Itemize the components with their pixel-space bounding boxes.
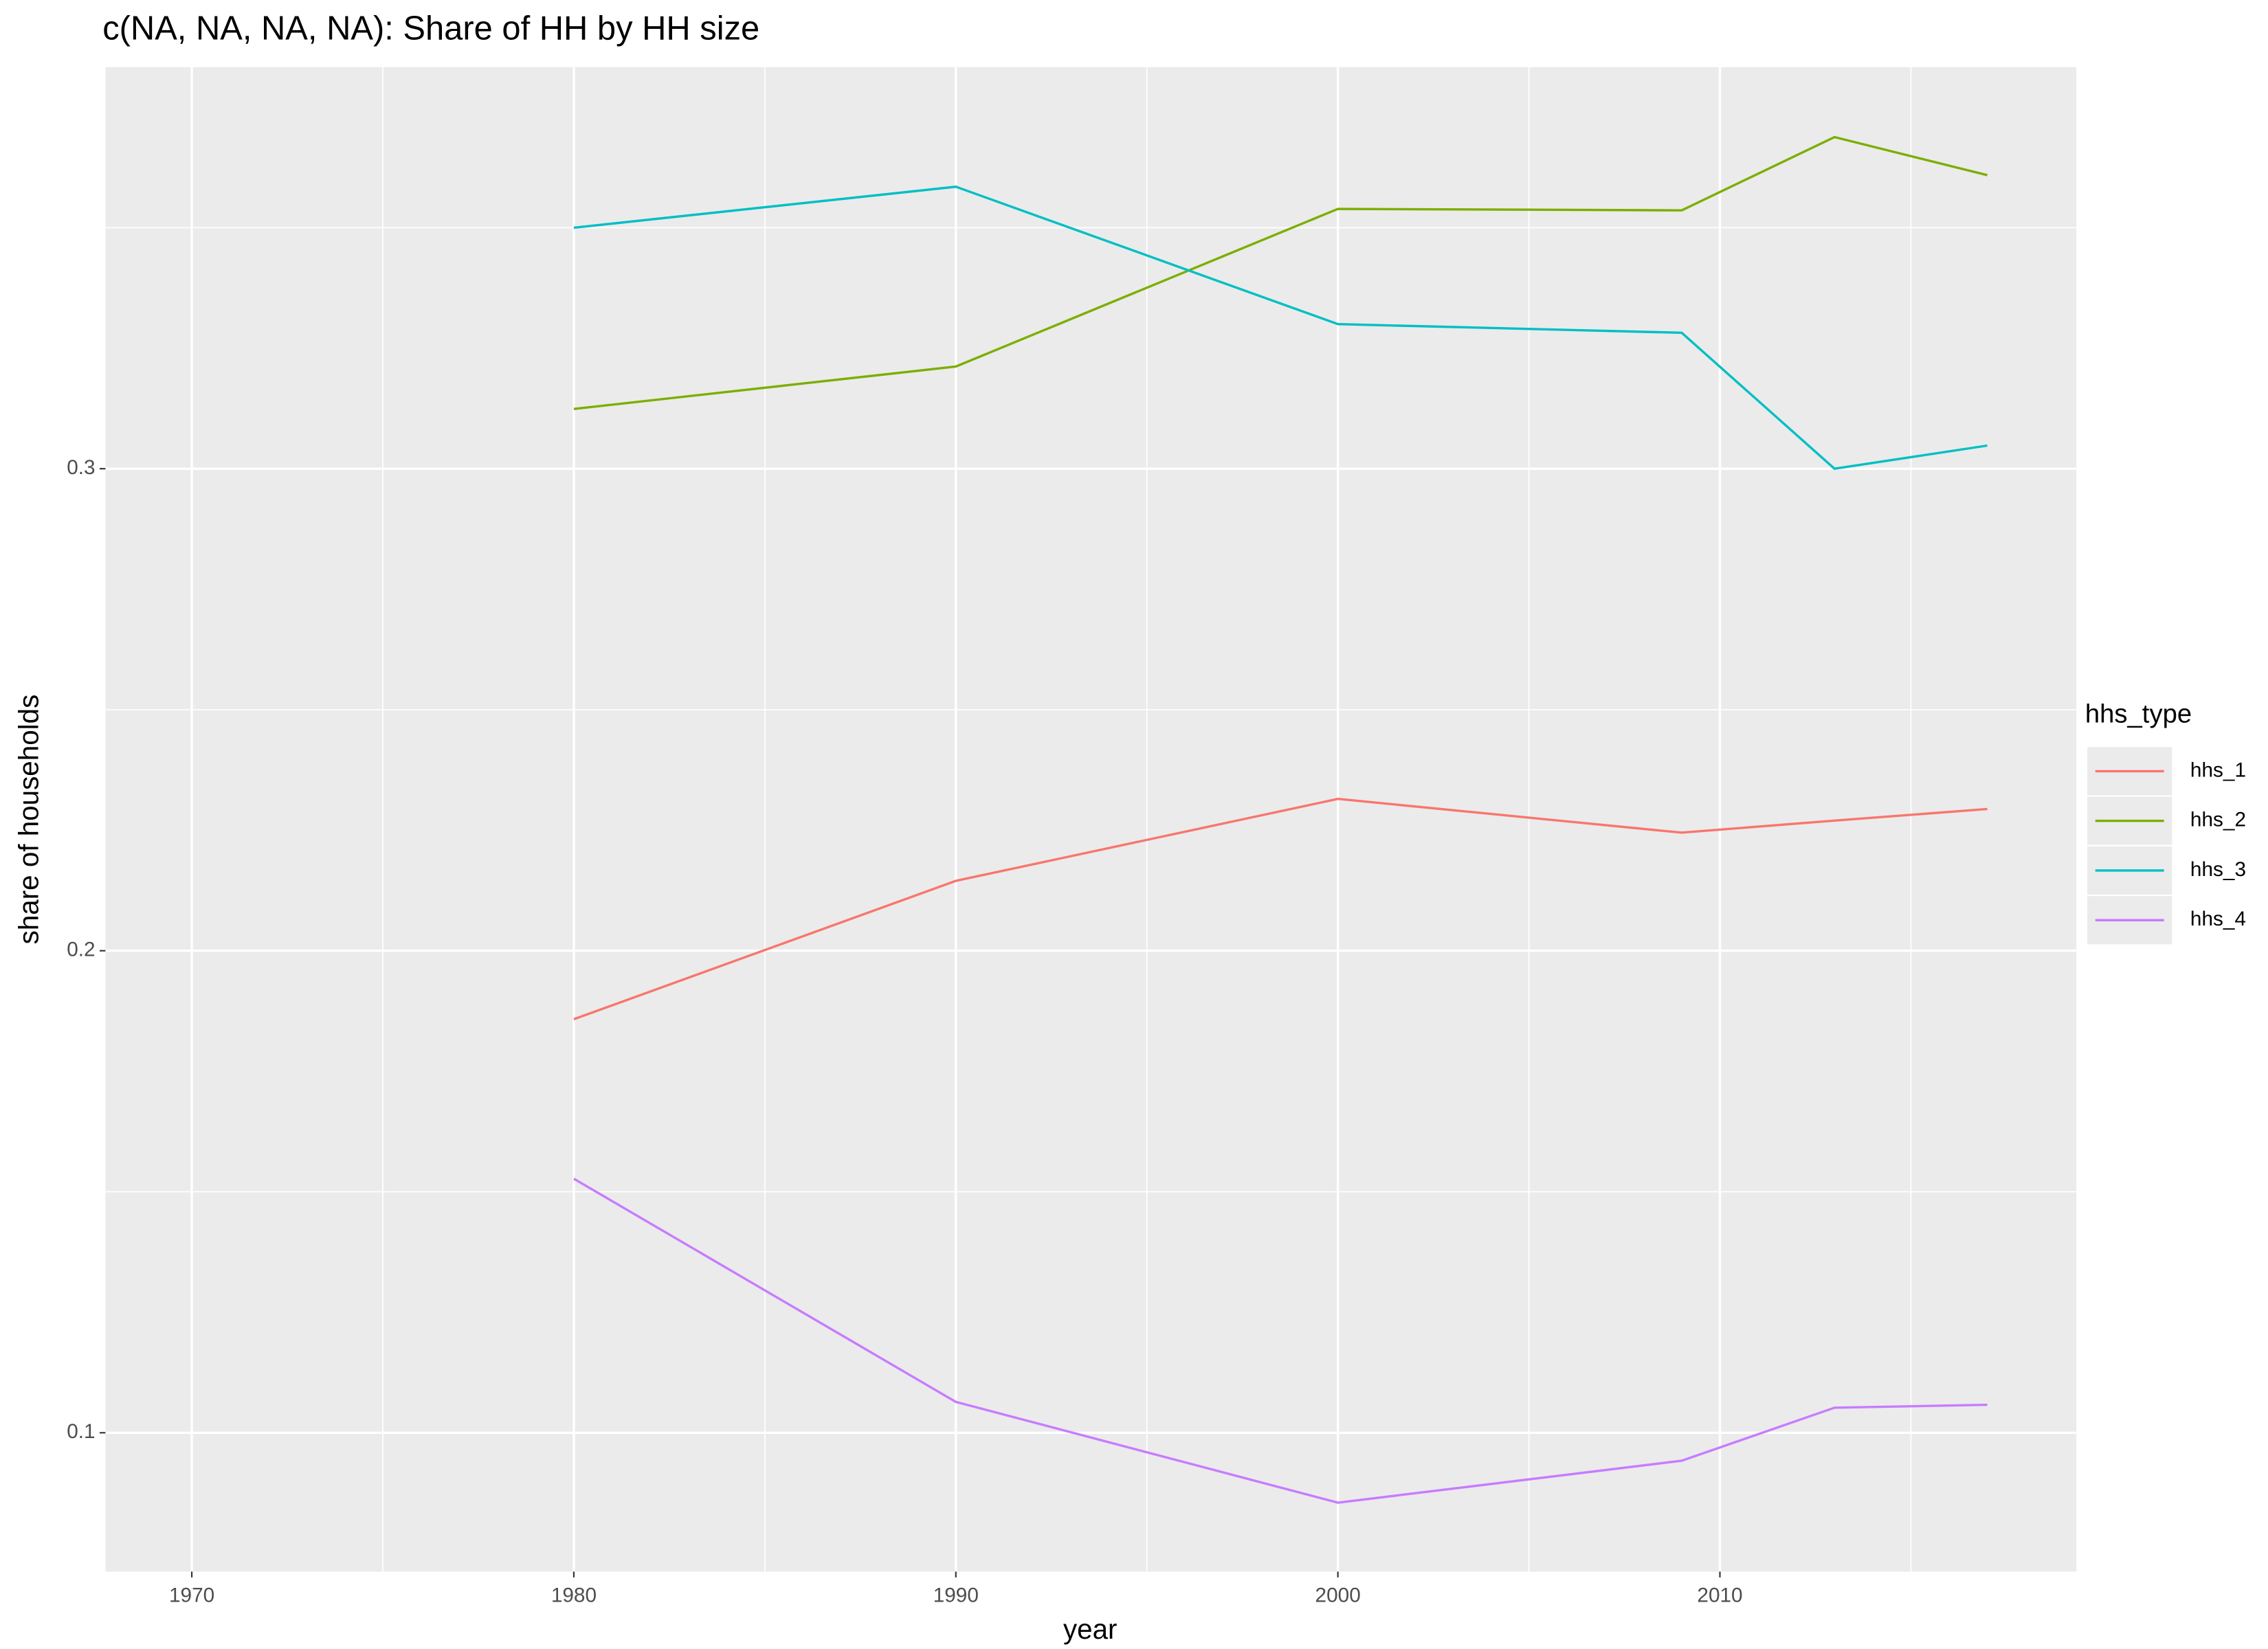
series-line <box>573 186 1988 470</box>
y-tick-label: 0.2 <box>67 939 95 961</box>
legend-label: hhs_2 <box>2190 809 2246 831</box>
series-line <box>573 798 1988 1020</box>
x-tick-label: 1990 <box>933 1584 979 1606</box>
y-tick-label: 0.1 <box>67 1420 95 1443</box>
y-axis-title: share of households <box>13 695 45 945</box>
chart-title: c(NA, NA, NA, NA): Share of HH by HH siz… <box>102 10 759 47</box>
series-line <box>573 1178 1988 1504</box>
x-tick-label: 1980 <box>551 1584 597 1606</box>
x-axis-title: year <box>1063 1613 1118 1645</box>
legend-label: hhs_1 <box>2190 759 2246 781</box>
x-tick-label: 1970 <box>169 1584 214 1606</box>
x-tick-label: 2010 <box>1697 1584 1742 1606</box>
panel <box>105 67 2077 1572</box>
legend-title: hhs_type <box>2085 699 2192 729</box>
legend-label: hhs_3 <box>2190 858 2246 881</box>
x-tick-label: 2000 <box>1315 1584 1361 1606</box>
y-tick-label: 0.3 <box>67 456 95 479</box>
series-line <box>573 135 1988 410</box>
legend-label: hhs_4 <box>2190 908 2246 930</box>
